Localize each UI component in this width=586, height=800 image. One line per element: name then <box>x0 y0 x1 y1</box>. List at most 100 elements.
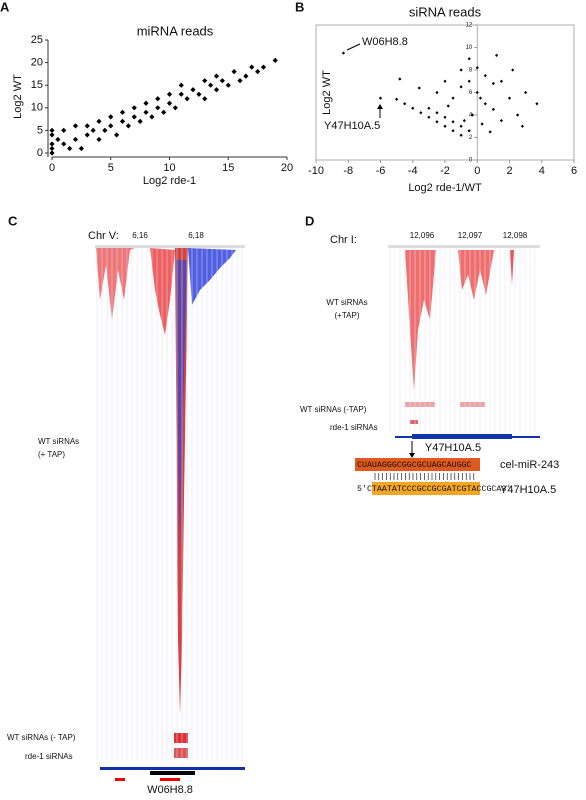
gene-name: Y47H10A.5 <box>425 442 481 454</box>
gene-model <box>412 434 512 439</box>
point <box>427 115 431 119</box>
point <box>61 141 67 147</box>
annotation-arrow <box>346 43 361 51</box>
coordinate: 12,097 <box>458 231 483 240</box>
x-axis-label: Log2 rde-1/WT <box>408 182 482 194</box>
x-tick-label: 20 <box>281 162 293 174</box>
point <box>49 127 55 133</box>
point <box>119 118 126 124</box>
annotation-arrow <box>377 104 383 109</box>
x-tick-label: 15 <box>222 162 234 174</box>
point <box>225 82 231 88</box>
track-label: WT siRNAs <box>38 437 79 446</box>
y-tick-label: 5 <box>37 124 43 136</box>
track-label: rde-1 siRNAs <box>25 752 73 761</box>
point <box>184 96 190 102</box>
gene-model <box>115 778 125 781</box>
y-tick-label: 0 <box>469 158 473 164</box>
point <box>467 129 471 133</box>
point <box>451 120 455 124</box>
point <box>155 96 161 102</box>
point <box>443 79 447 83</box>
point <box>108 114 114 120</box>
point <box>260 64 267 70</box>
point <box>84 123 90 129</box>
point <box>72 123 79 129</box>
x-tick-label: -10 <box>308 165 324 177</box>
read-coverage <box>96 248 135 320</box>
x-tick-label: 5 <box>108 162 114 174</box>
point <box>249 64 255 70</box>
point <box>143 100 149 106</box>
point <box>178 82 184 88</box>
point <box>446 104 450 108</box>
point <box>475 90 479 95</box>
chart-title: miRNA reads <box>137 23 214 38</box>
point <box>395 97 399 101</box>
sequence: 5'CTAATATCCCGCCGCGATCGTACCGCA3' <box>357 484 511 494</box>
annotation: W06H8.8 <box>362 36 408 48</box>
y-tick-label: 15 <box>31 79 43 91</box>
point <box>90 127 96 133</box>
point <box>511 68 515 72</box>
point <box>398 77 402 81</box>
x-tick-label: -4 <box>408 165 418 177</box>
point <box>202 78 208 84</box>
point <box>172 105 178 111</box>
y-tick-label: 12 <box>466 23 473 29</box>
point <box>411 106 415 110</box>
y-tick-label: 20 <box>31 57 43 69</box>
genome-browser-d <box>355 245 540 495</box>
sequence-box <box>355 458 480 471</box>
read-coverage <box>460 402 485 407</box>
point <box>255 69 261 75</box>
sequence-box <box>372 482 480 495</box>
gene-name: W06H8.8 <box>147 784 193 796</box>
x-tick-label: 6 <box>571 165 577 177</box>
point <box>78 145 84 152</box>
genome-browser-c <box>95 245 245 781</box>
point <box>190 87 196 93</box>
point <box>84 132 90 138</box>
annotation: Y47H10A.5 <box>324 120 380 132</box>
chromosome: Chr V: <box>88 230 119 242</box>
y-tick-label: 2 <box>469 135 473 141</box>
read-coverage <box>174 748 188 758</box>
read-coverage <box>176 260 187 560</box>
coordinate: 6,16 <box>132 231 148 240</box>
point <box>114 132 120 138</box>
point <box>341 51 346 55</box>
point <box>49 132 55 138</box>
point <box>143 109 149 115</box>
x-tick-label: -2 <box>440 165 450 177</box>
coordinate: 12,098 <box>503 231 528 240</box>
point <box>102 127 108 133</box>
point <box>49 141 55 147</box>
point <box>451 96 455 100</box>
point <box>131 114 137 120</box>
x-tick-label: 2 <box>506 165 512 177</box>
point <box>119 109 126 115</box>
point <box>196 91 202 97</box>
x-tick-label: 0 <box>474 165 480 177</box>
sequence: CUAUAGGGCGGCGCUAGCAUGGC <box>357 461 472 470</box>
read-coverage <box>174 733 188 743</box>
point <box>499 79 504 83</box>
point <box>491 107 495 111</box>
point <box>403 102 407 106</box>
point <box>55 136 61 143</box>
track-label: WT siRNAs (- TAP) <box>7 733 76 742</box>
y-tick-label: 0 <box>37 147 43 159</box>
point <box>67 145 73 152</box>
point <box>208 82 214 88</box>
point <box>515 113 520 117</box>
x-tick-label: 10 <box>163 162 175 174</box>
point <box>507 96 512 100</box>
point <box>488 130 492 134</box>
read-coverage <box>150 248 175 335</box>
point <box>72 136 79 143</box>
y-tick-label: 4 <box>469 113 473 119</box>
point <box>459 124 463 128</box>
point <box>459 85 463 89</box>
x-axis-label: Log2 rde-1 <box>143 175 196 187</box>
